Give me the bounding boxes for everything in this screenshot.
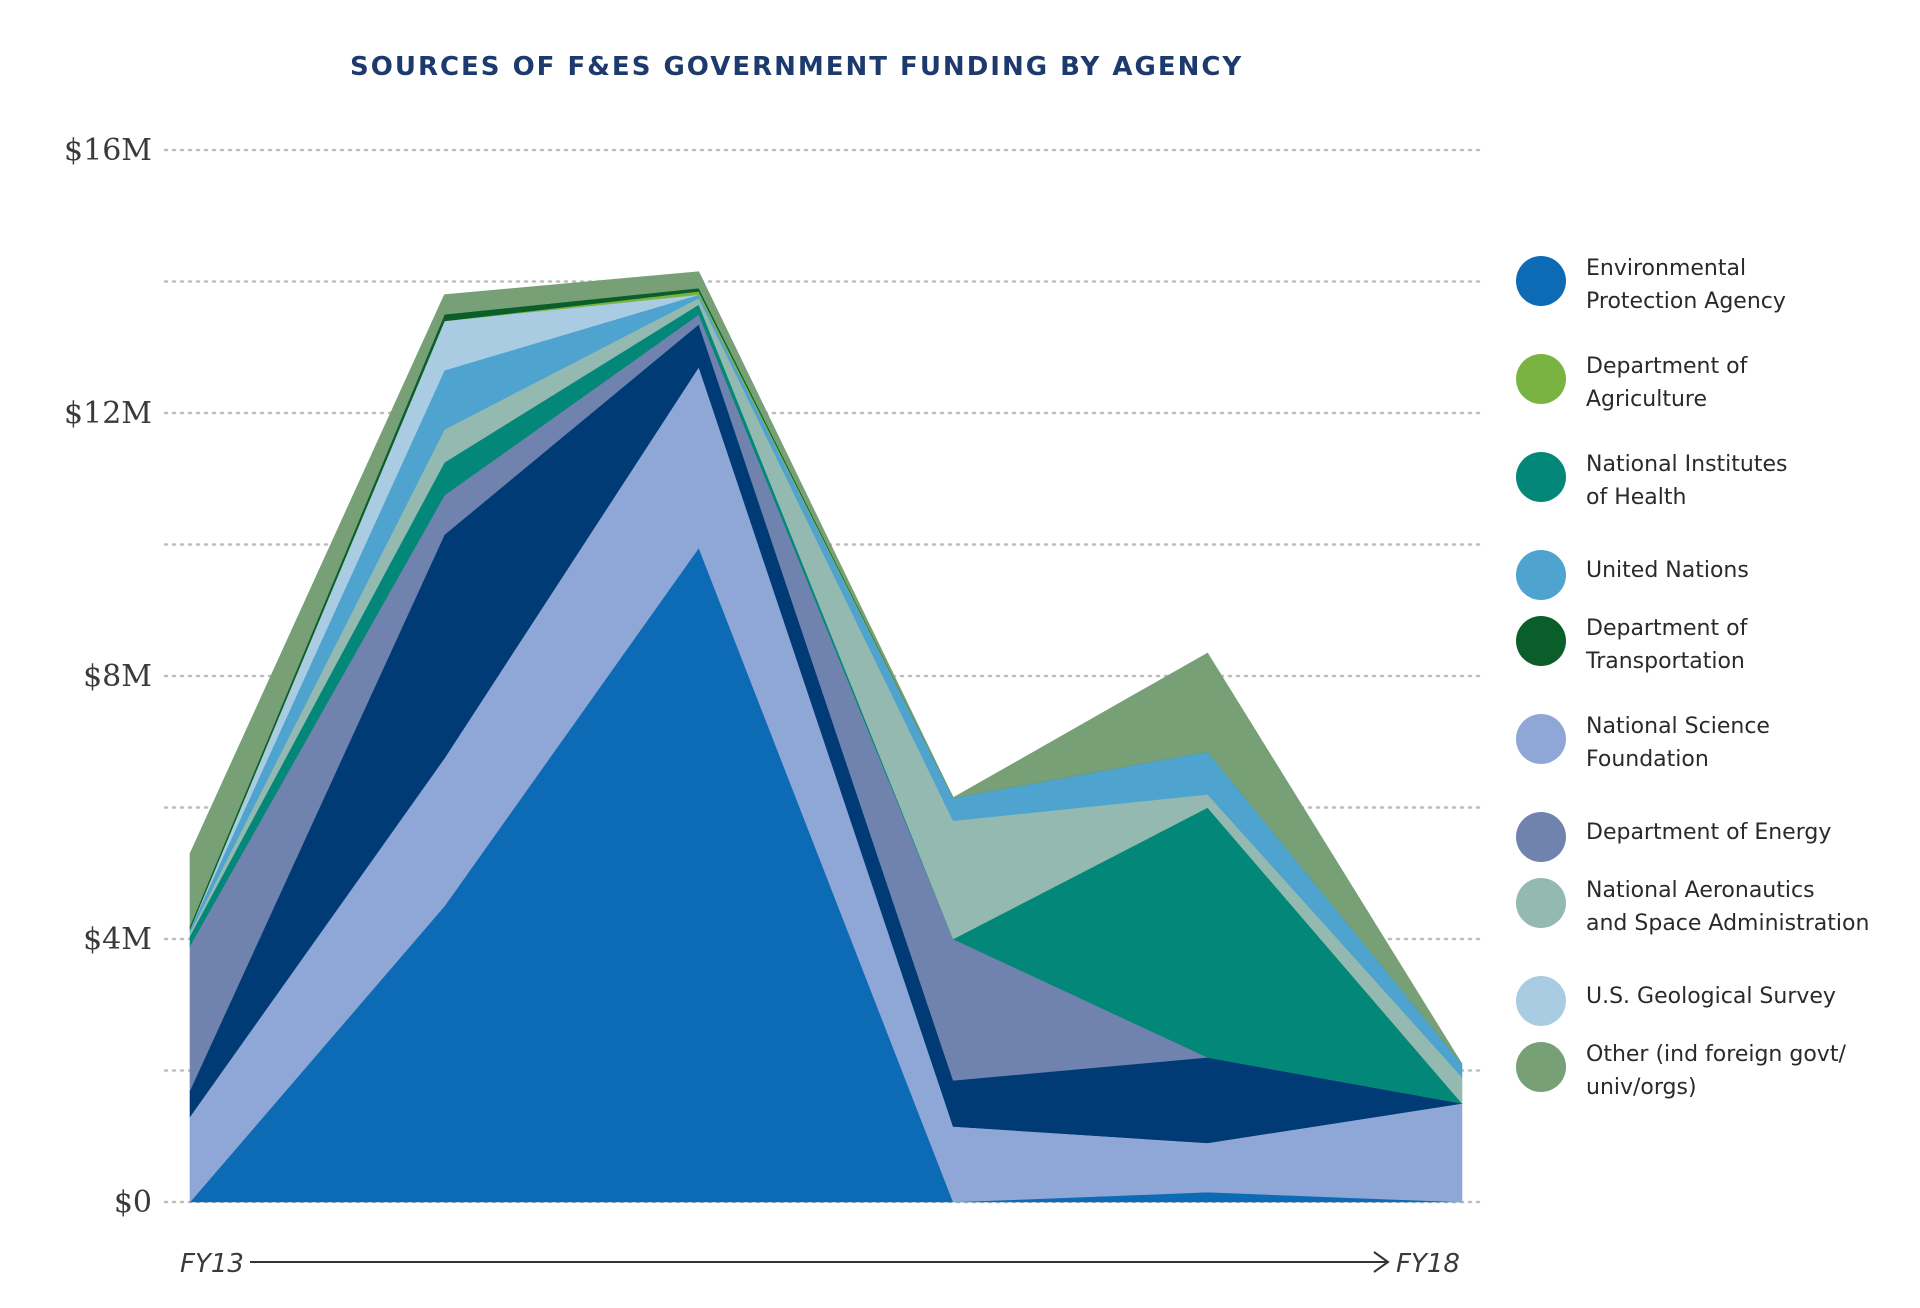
legend-label: National Aeronautics and Space Administr… <box>1586 878 1870 936</box>
x-axis-start-label: FY13 <box>180 1249 244 1279</box>
area-series-11 <box>189 271 1463 1065</box>
x-axis-end-label: FY18 <box>1396 1249 1460 1279</box>
legend-swatch <box>1516 550 1566 600</box>
legend-swatch <box>1516 452 1566 502</box>
legend-label: Department of Energy <box>1586 820 1832 845</box>
legend-label: National Science Foundation <box>1586 714 1770 772</box>
legend-item: Other (ind foreign govt/ univ/orgs) <box>1516 1038 1916 1136</box>
legend-swatch <box>1516 976 1566 1026</box>
y-axis-ticks: $0 $4M $8M $12M $16M <box>64 133 152 1220</box>
y-tick-label: $16M <box>64 133 152 168</box>
y-tick-label: $12M <box>64 396 152 431</box>
legend-label: Department of Agriculture <box>1586 354 1748 412</box>
y-tick-label: $8M <box>83 659 152 694</box>
legend-item: National Aeronautics and Space Administr… <box>1516 874 1916 972</box>
legend-item: Department of Transportation <box>1516 612 1916 710</box>
legend-label: National Institutes of Health <box>1586 452 1788 510</box>
legend-label: United Nations <box>1586 558 1749 583</box>
chart-title: SOURCES OF F&ES GOVERNMENT FUNDING BY AG… <box>350 52 1244 82</box>
legend-item: Department of Agriculture <box>1516 350 1916 448</box>
legend-swatch <box>1516 354 1566 404</box>
legend-swatch <box>1516 878 1566 928</box>
legend-item: U.S. Geological Survey <box>1516 972 1916 1038</box>
stacked-areas <box>189 271 1463 1203</box>
legend-item: Environmental Protection Agency <box>1516 252 1916 350</box>
legend-swatch <box>1516 616 1566 666</box>
y-tick-label: $4M <box>83 922 152 957</box>
legend-item: Department of Energy <box>1516 808 1916 874</box>
legend-swatch <box>1516 812 1566 862</box>
legend-swatch <box>1516 714 1566 764</box>
legend-item: National Institutes of Health <box>1516 448 1916 546</box>
legend-item: National Science Foundation <box>1516 710 1916 808</box>
legend: Environmental Protection Agency Departmen… <box>1516 252 1916 1136</box>
legend-label: Environmental Protection Agency <box>1586 256 1786 314</box>
legend-swatch <box>1516 256 1566 306</box>
legend-label: Department of Transportation <box>1586 616 1748 674</box>
legend-label: U.S. Geological Survey <box>1586 984 1836 1009</box>
y-tick-label: $0 <box>114 1185 152 1220</box>
x-axis: FY13 FY18 <box>180 1249 1460 1279</box>
x-axis-arrowhead <box>1373 1251 1390 1273</box>
legend-item: United Nations <box>1516 546 1916 612</box>
legend-swatch <box>1516 1042 1566 1092</box>
legend-label: Other (ind foreign govt/ univ/orgs) <box>1586 1042 1846 1100</box>
